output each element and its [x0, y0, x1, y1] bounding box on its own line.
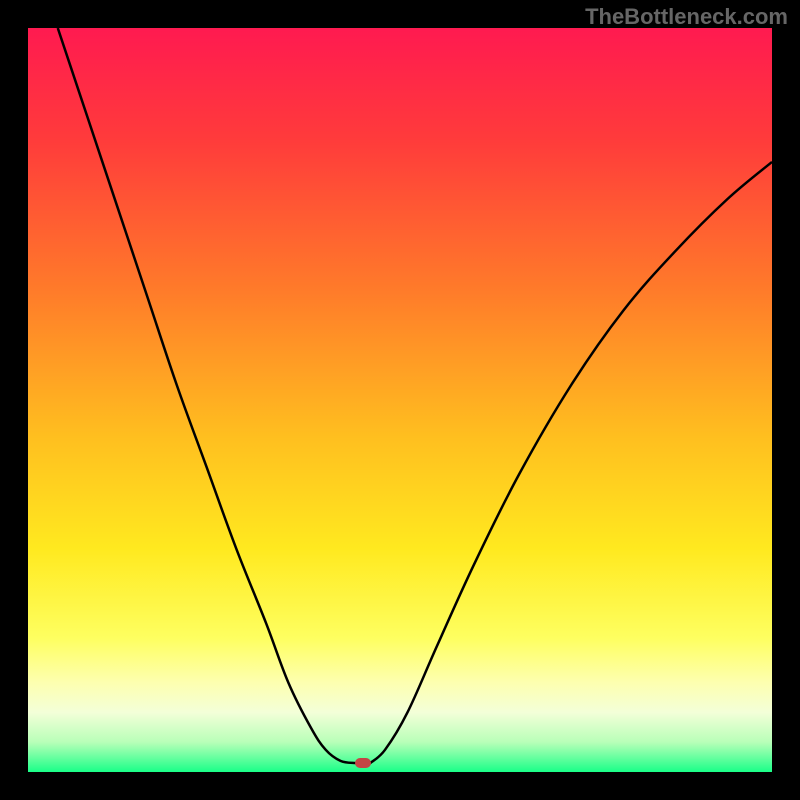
watermark-text: TheBottleneck.com	[585, 4, 788, 30]
minimum-marker	[355, 758, 371, 768]
bottleneck-curve	[28, 28, 772, 772]
plot-area	[28, 28, 772, 772]
